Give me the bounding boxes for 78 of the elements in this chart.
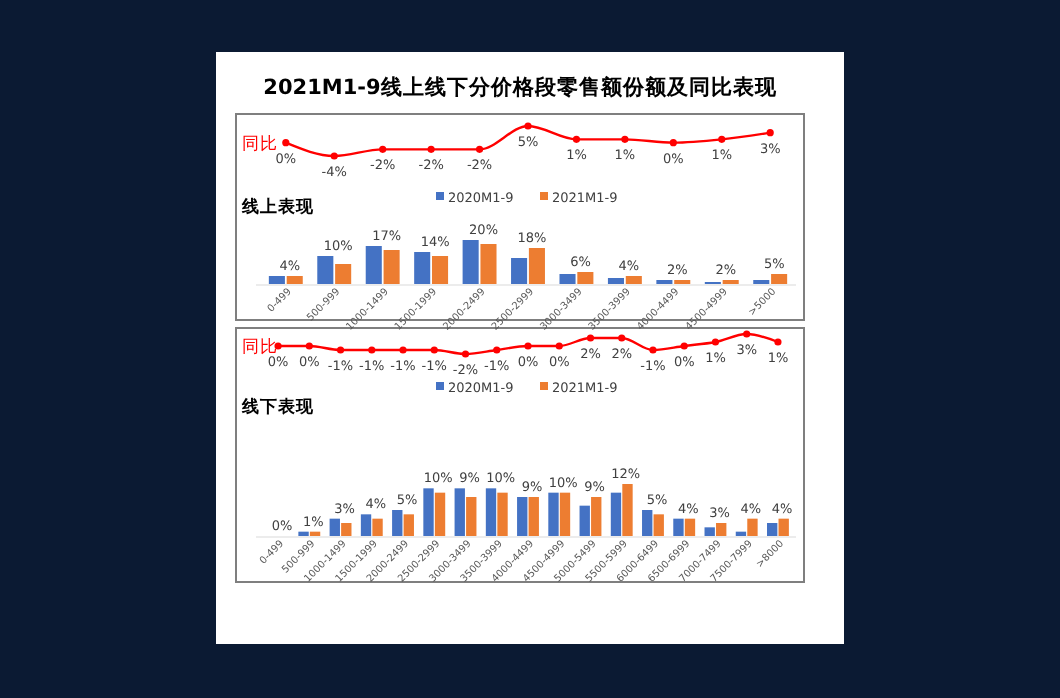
point: [572, 135, 581, 143]
bar: [653, 514, 664, 536]
bar: [684, 518, 696, 536]
point: [493, 346, 501, 354]
bar: [414, 252, 431, 284]
point: [330, 152, 338, 160]
bar: [392, 510, 403, 536]
bar: [704, 527, 715, 536]
point: [475, 145, 484, 153]
bar: [778, 518, 789, 536]
bar: [607, 278, 624, 284]
point: [282, 139, 290, 147]
bar: [591, 497, 602, 536]
point: [524, 122, 532, 130]
point: [399, 346, 407, 354]
point: [718, 135, 726, 143]
bar: [747, 518, 758, 536]
point: [669, 139, 677, 147]
bar: [432, 256, 449, 284]
bar: [317, 256, 334, 284]
bar: [548, 492, 559, 536]
bar: [771, 274, 788, 284]
bar: [372, 518, 383, 536]
point: [586, 334, 595, 342]
bar: [466, 497, 477, 536]
point: [618, 334, 626, 342]
y-axis-title: 同比: [242, 336, 278, 358]
bar: [528, 248, 545, 284]
bar: [423, 488, 434, 536]
point: [379, 145, 387, 153]
chart-subtitle: 线上表现: [240, 196, 316, 218]
point: [461, 350, 470, 358]
point: [427, 145, 435, 153]
bar: [497, 492, 508, 536]
point: [336, 346, 345, 354]
bar: [579, 505, 590, 536]
bar: [480, 244, 497, 284]
bar: [511, 258, 528, 284]
bar: [716, 523, 727, 536]
point: [621, 135, 629, 143]
bar: [341, 523, 352, 536]
bar: [383, 250, 400, 284]
bar: [365, 246, 382, 284]
bar: [403, 514, 414, 536]
chart-subtitle: 线下表现: [240, 396, 316, 418]
bar: [577, 272, 594, 284]
bar: [268, 276, 285, 284]
bar: [673, 518, 684, 536]
bar: [434, 492, 446, 536]
chart-title: 2021M1-9线上线下分价格段零售额份额及同比表现: [263, 74, 779, 100]
bar: [610, 492, 622, 536]
bar: [454, 488, 465, 536]
bar: [642, 510, 653, 536]
bar: [485, 488, 497, 536]
point: [305, 342, 313, 350]
bar: [329, 518, 340, 536]
bar: [528, 497, 539, 536]
bar: [462, 240, 479, 284]
point: [649, 346, 657, 354]
bar: [625, 276, 642, 284]
point: [743, 330, 751, 338]
point: [774, 338, 782, 346]
point: [711, 338, 720, 346]
point: [680, 342, 688, 350]
y-axis-title: 同比: [242, 133, 278, 155]
point: [555, 342, 563, 350]
bar: [335, 264, 352, 284]
bar: [767, 523, 778, 536]
bar: [559, 274, 576, 284]
bar: [517, 497, 528, 536]
point: [766, 129, 774, 137]
bar: [622, 484, 633, 536]
point: [430, 346, 438, 354]
bar: [559, 492, 571, 536]
point: [368, 346, 376, 354]
bar: [360, 514, 372, 536]
bar: [286, 276, 303, 284]
point: [524, 342, 532, 350]
